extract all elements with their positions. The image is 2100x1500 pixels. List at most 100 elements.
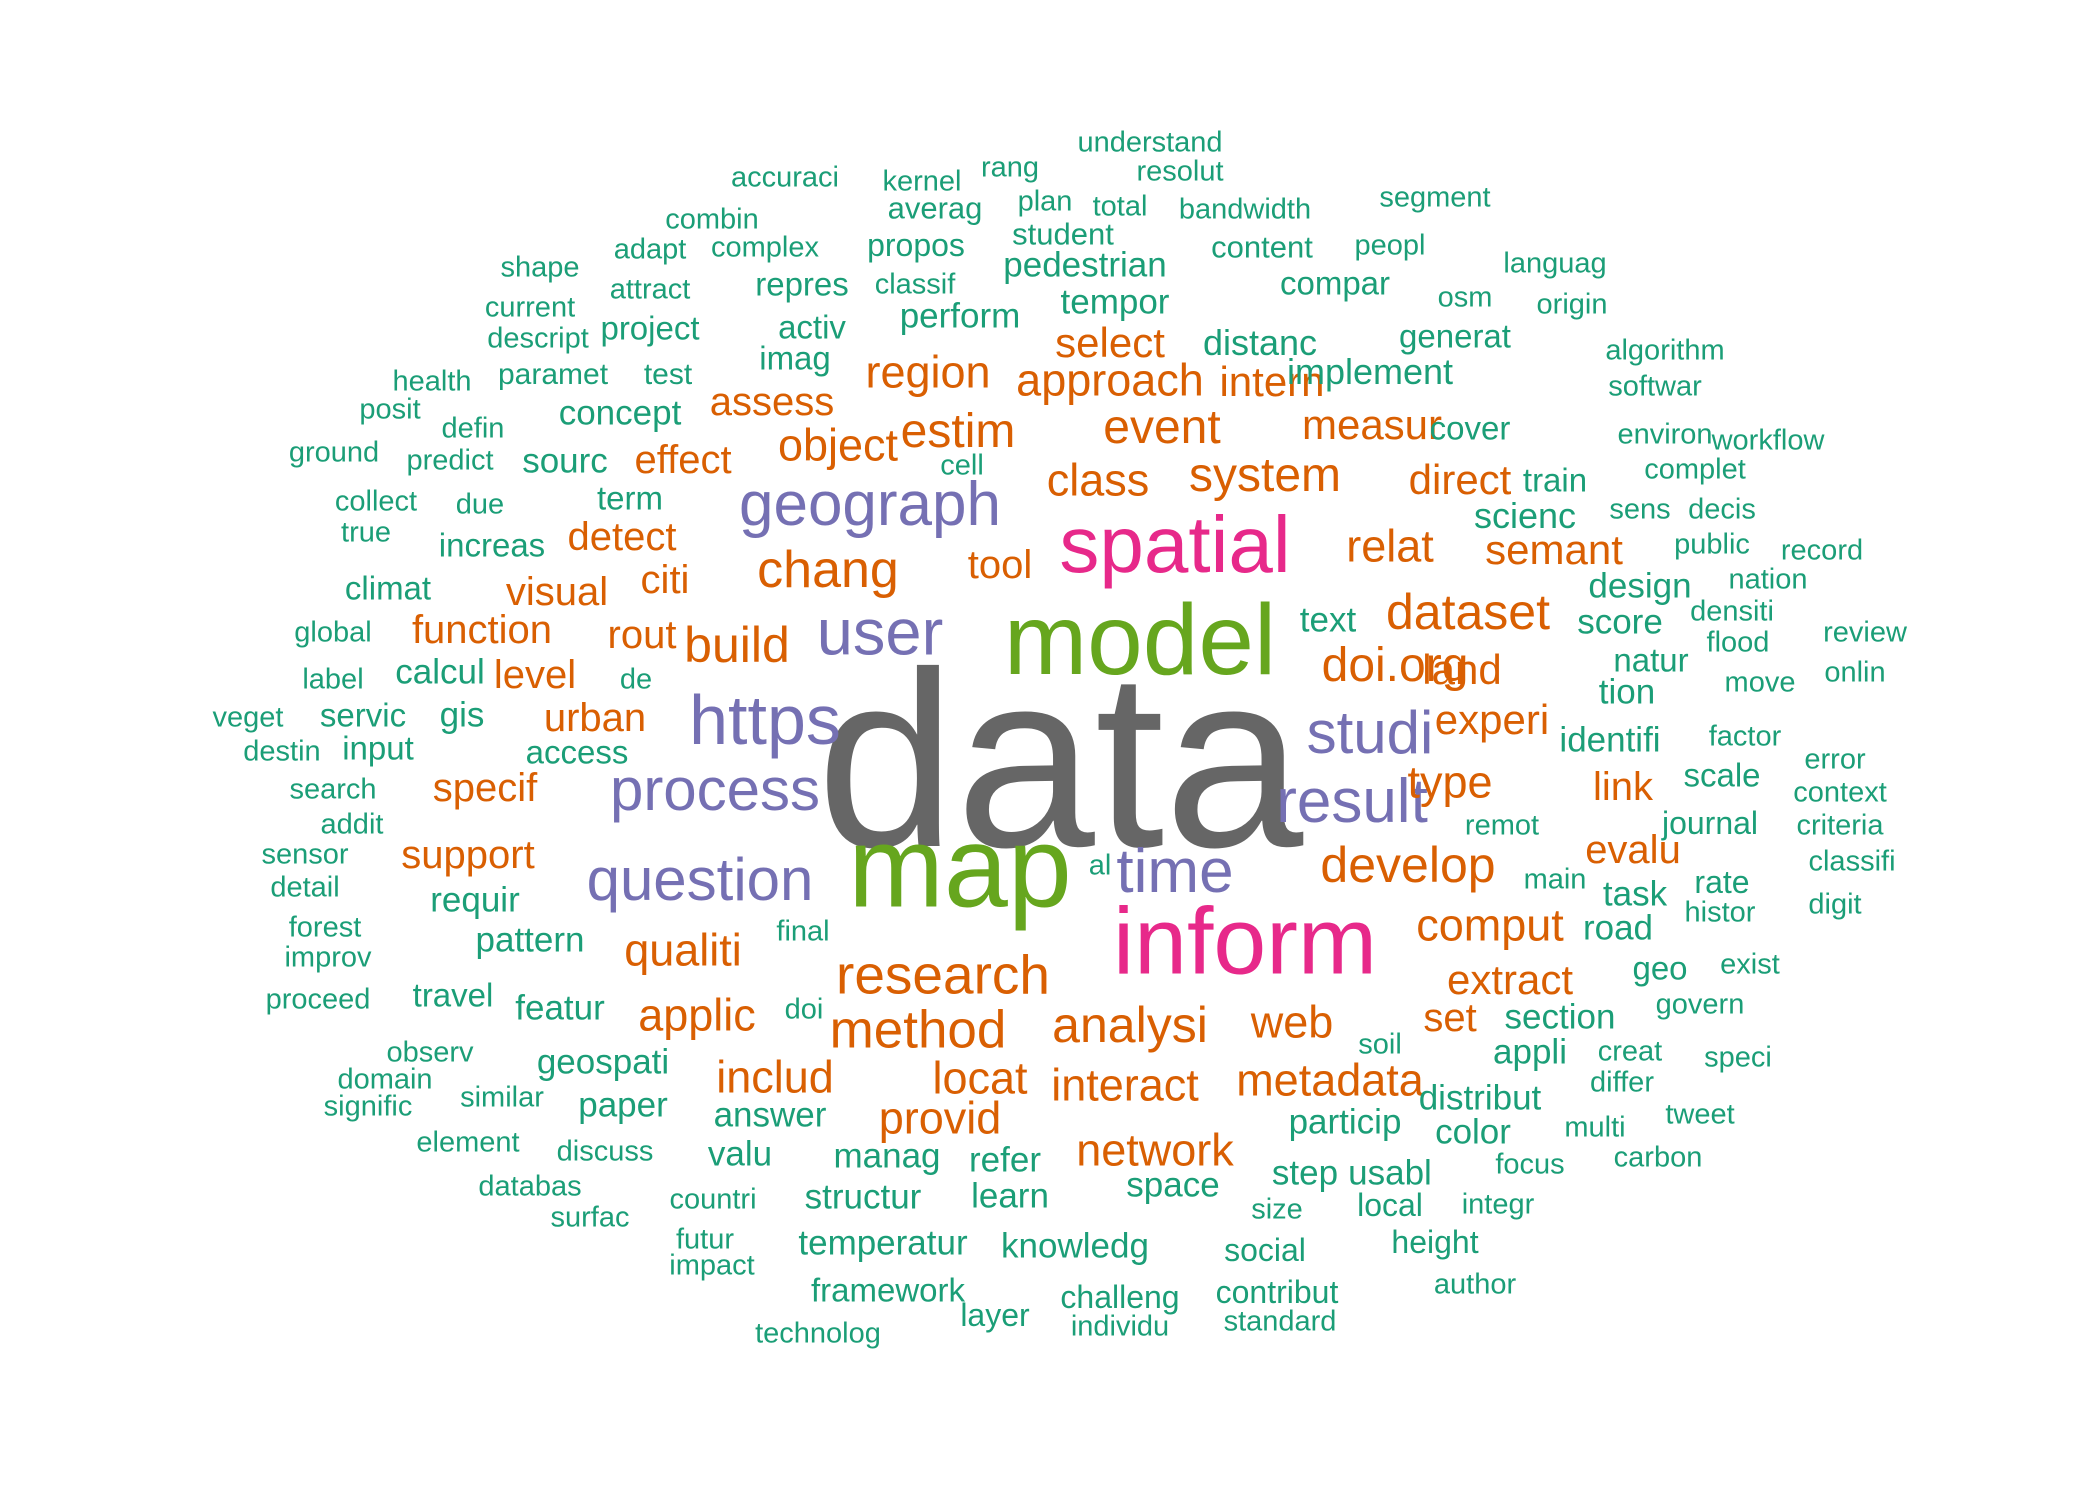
word-develop: develop bbox=[1320, 837, 1496, 893]
word-understand: understand bbox=[1077, 126, 1223, 159]
word-color: color bbox=[1435, 1112, 1511, 1152]
word-local: local bbox=[1357, 1187, 1423, 1223]
word-learn: learn bbox=[971, 1176, 1049, 1216]
word-digit: digit bbox=[1808, 888, 1862, 921]
word-applic: applic bbox=[638, 989, 756, 1041]
word-scale: scale bbox=[1683, 756, 1761, 794]
word-section: section bbox=[1504, 997, 1616, 1037]
word-experi: experi bbox=[1434, 696, 1550, 743]
word-workflow: workflow bbox=[1711, 424, 1825, 457]
word-kernel: kernel bbox=[882, 165, 962, 198]
word-increas: increas bbox=[438, 526, 546, 564]
word-process: process bbox=[609, 756, 821, 823]
word-qualiti: qualiti bbox=[624, 924, 742, 976]
word-user: user bbox=[816, 595, 944, 669]
word-domain: domain bbox=[337, 1063, 433, 1096]
word-decis: decis bbox=[1688, 493, 1756, 526]
word-featur: featur bbox=[515, 988, 605, 1028]
word-carbon: carbon bbox=[1613, 1141, 1703, 1174]
word-result: result bbox=[1276, 767, 1428, 836]
word-addit: addit bbox=[320, 808, 384, 841]
word-citi: citi bbox=[640, 558, 690, 602]
word-individu: individu bbox=[1070, 1310, 1170, 1343]
word-refer: refer bbox=[969, 1140, 1041, 1180]
word-distribut: distribut bbox=[1418, 1078, 1542, 1118]
word-record: record bbox=[1780, 534, 1864, 567]
word-surfac: surfac bbox=[550, 1201, 630, 1234]
word-travel: travel bbox=[412, 976, 494, 1014]
word-step: step bbox=[1271, 1153, 1339, 1193]
word-resolut: resolut bbox=[1136, 155, 1224, 188]
word-inform: inform bbox=[1113, 888, 1377, 995]
word-data: data bbox=[816, 620, 1304, 899]
word-repres: repres bbox=[755, 265, 849, 303]
word-chang: chang bbox=[757, 541, 899, 599]
word-journal: journal bbox=[1661, 805, 1759, 841]
word-sensor: sensor bbox=[261, 838, 349, 871]
word-paper: paper bbox=[578, 1085, 668, 1125]
word-pattern: pattern bbox=[475, 920, 585, 960]
word-distanc: distanc bbox=[1202, 322, 1318, 363]
word-veget: veget bbox=[212, 701, 284, 734]
word-languag: languag bbox=[1503, 247, 1607, 280]
word-temperatur: temperatur bbox=[798, 1223, 968, 1263]
word-object: object bbox=[777, 419, 899, 471]
word-exist: exist bbox=[1720, 948, 1780, 981]
word-test: test bbox=[643, 358, 693, 391]
word-paramet: paramet bbox=[497, 358, 609, 391]
word-web: web bbox=[1250, 996, 1334, 1048]
word-term: term bbox=[597, 479, 663, 517]
word-soil: soil bbox=[1358, 1028, 1402, 1061]
word-bandwidth: bandwidth bbox=[1178, 193, 1312, 226]
word-spatial: spatial bbox=[1059, 500, 1291, 589]
word-scienc: scienc bbox=[1473, 495, 1577, 536]
word-requir: requir bbox=[430, 880, 520, 920]
word-student: student bbox=[1012, 216, 1114, 252]
word-includ: includ bbox=[716, 1051, 834, 1103]
word-focus: focus bbox=[1495, 1148, 1565, 1181]
word-input: input bbox=[342, 729, 414, 767]
word-model: model bbox=[1003, 584, 1277, 696]
word-databas: databas bbox=[478, 1170, 582, 1203]
word-defin: defin bbox=[441, 412, 505, 445]
word-contribut: contribut bbox=[1215, 1274, 1339, 1310]
word-multi: multi bbox=[1564, 1111, 1626, 1144]
word-extract: extract bbox=[1446, 956, 1574, 1003]
word-structur: structur bbox=[804, 1177, 922, 1217]
word-author: author bbox=[1433, 1268, 1517, 1301]
word-due: due bbox=[455, 488, 505, 521]
word-studi: studi bbox=[1306, 699, 1434, 766]
word-train: train bbox=[1522, 461, 1588, 499]
word-move: move bbox=[1724, 666, 1796, 699]
word-network: network bbox=[1076, 1124, 1234, 1176]
word-rang: rang bbox=[980, 151, 1040, 184]
word-semant: semant bbox=[1485, 526, 1623, 573]
word-system: system bbox=[1188, 449, 1342, 502]
word-adapt: adapt bbox=[613, 233, 687, 266]
word-select: select bbox=[1055, 319, 1165, 366]
word-doi: doi bbox=[784, 993, 824, 1026]
word-detail: detail bbox=[270, 871, 340, 904]
word-tempor: tempor bbox=[1060, 282, 1170, 322]
word-speci: speci bbox=[1704, 1041, 1772, 1074]
word-global: global bbox=[294, 616, 372, 649]
word-map: map bbox=[848, 803, 1072, 932]
word-context: context bbox=[1793, 776, 1887, 809]
word-detect: detect bbox=[567, 515, 677, 559]
word-region: region bbox=[865, 346, 991, 398]
word-valu: valu bbox=[707, 1134, 773, 1174]
word-segment: segment bbox=[1379, 181, 1491, 214]
word-densiti: densiti bbox=[1690, 595, 1774, 628]
word-environ: environ bbox=[1617, 418, 1713, 451]
word-relat: relat bbox=[1346, 520, 1434, 572]
word-type: type bbox=[1407, 756, 1493, 808]
word-integr: integr bbox=[1461, 1188, 1535, 1221]
word-tweet: tweet bbox=[1665, 1098, 1735, 1131]
word-element: element bbox=[416, 1126, 520, 1159]
word-standard: standard bbox=[1223, 1305, 1337, 1338]
word-research: research bbox=[836, 943, 1050, 1006]
word-classif: classif bbox=[874, 268, 956, 301]
word-geograph: geograph bbox=[738, 470, 1002, 539]
word-task: task bbox=[1602, 874, 1668, 914]
word-challeng: challeng bbox=[1060, 1279, 1180, 1315]
